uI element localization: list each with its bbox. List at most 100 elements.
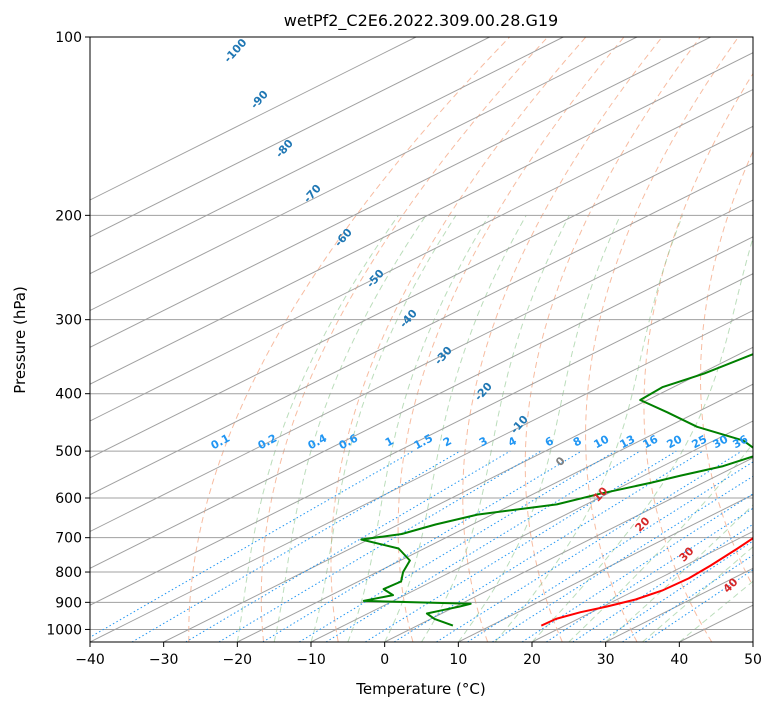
mixing-ratio-label: 2: [441, 434, 454, 449]
dry-adiabat-line: [462, 37, 663, 642]
x-tick-label: −40: [75, 652, 105, 668]
isotherm-line: [90, 37, 417, 201]
x-axis-title: Temperature (°C): [355, 680, 485, 698]
mixing-ratio-line: [393, 450, 704, 642]
mixing-ratio-line: [436, 450, 743, 642]
mixing-ratio-label: 36: [731, 432, 751, 451]
mixing-ratio-line: [298, 450, 616, 642]
background-lines: [90, 37, 775, 642]
x-tick-label: −20: [223, 652, 253, 668]
mixing-ratio-label: 13: [618, 433, 638, 452]
dry-adiabat-line: [188, 37, 510, 642]
moist-adiabat-line: [678, 580, 753, 642]
isotherm-line: [384, 457, 753, 642]
dry-adiabat-line: [643, 72, 753, 642]
isotherm-label: -100: [221, 36, 249, 65]
y-tick-label: 300: [55, 313, 82, 329]
mixing-ratio-label: 8: [571, 434, 584, 449]
mixing-ratio-line: [521, 493, 753, 642]
moist-adiabat-line: [642, 546, 753, 642]
moist-adiabat-line: [457, 215, 621, 642]
mixing-ratio-line: [90, 450, 414, 638]
x-tick-label: 50: [744, 652, 762, 668]
isotherm-label: -60: [332, 226, 355, 250]
x-tick-label: −10: [296, 652, 326, 668]
isotherm-line: [310, 420, 753, 642]
dry-adiabat-line: [699, 150, 753, 588]
x-tick-label: 40: [670, 652, 688, 668]
x-tick-label: −30: [149, 652, 179, 668]
isotherm-line: [90, 52, 753, 385]
mixing-ratio-line: [467, 461, 753, 642]
dry-adiabat-line: [397, 37, 625, 642]
mixing-ratio-label: 30: [711, 432, 731, 451]
isotherm-line: [90, 236, 753, 569]
chart-title: wetPf2_C2E6.2022.309.00.28.G19: [284, 11, 558, 31]
y-tick-label: 200: [55, 208, 82, 224]
isotherm-line: [752, 641, 753, 642]
mixing-ratio-line: [365, 450, 677, 642]
mixing-ratio-lines: [90, 450, 753, 642]
isotherm-label: -90: [248, 88, 271, 112]
isotherm-label: -40: [397, 307, 420, 331]
isotherm-line: [237, 383, 753, 642]
moist-adiabat-line: [384, 215, 527, 642]
mixing-ratio-line: [185, 450, 511, 642]
y-tick-label: 400: [55, 387, 82, 403]
isotherm-line: [90, 309, 753, 642]
x-tick-label: 10: [449, 652, 467, 668]
mixing-ratio-line: [325, 450, 641, 642]
isotherm-line: [90, 199, 753, 533]
dry-adiabat-line: [524, 37, 701, 642]
mixing-ratio-label: 0.2: [256, 432, 279, 453]
isotherm-line: [90, 125, 753, 459]
isotherm-line: [90, 37, 490, 238]
dewpoint-line: [360, 353, 753, 627]
temperature-line: [540, 537, 753, 627]
y-tick-label: 900: [55, 595, 82, 611]
isotherm-line: [90, 273, 753, 606]
isotherm-line: [90, 37, 564, 275]
dry-adiabat-line: [755, 37, 775, 642]
dry-adiabat-line: [260, 37, 549, 642]
y-tick-label: 800: [55, 565, 82, 581]
moist-adiabat-line: [494, 215, 684, 642]
mixing-ratio-line: [218, 450, 542, 642]
moist-adiabat-line: [605, 504, 753, 642]
y-axis-title: Pressure (hPa): [11, 286, 29, 394]
mixing-ratio-line: [492, 475, 753, 642]
mixing-ratio-label: 0.4: [306, 431, 330, 452]
isotherm-line: [90, 162, 753, 496]
moist-adiabat-line: [531, 236, 753, 642]
height-label: 20: [633, 514, 653, 534]
x-tick-label: 20: [523, 652, 541, 668]
y-tick-label: 500: [55, 444, 82, 460]
x-tick-label: 0: [380, 652, 389, 668]
isotherm-line: [90, 88, 753, 422]
mixing-ratio-label: 16: [641, 432, 661, 451]
mixing-ratio-label: 10: [592, 432, 612, 451]
y-tick-label: 1000: [46, 622, 82, 638]
mixing-ratio-line: [131, 450, 461, 642]
moist-adiabat-line: [421, 215, 570, 642]
isotherm-label: -80: [273, 137, 296, 161]
isotherm-label: -70: [301, 182, 324, 206]
isotherm-line: [90, 37, 711, 348]
dry-adiabat-line: [585, 37, 739, 642]
moist-adiabat-line: [236, 215, 399, 642]
plot-frame: [89, 36, 754, 643]
y-tick-label: 600: [55, 491, 82, 507]
moist-adiabat-line: [568, 442, 753, 642]
x-tick-label: 30: [597, 652, 615, 668]
height-label: 40: [721, 575, 741, 595]
isotherm-line: [531, 530, 753, 642]
isotherm-label: -20: [472, 380, 495, 404]
isotherm-line: [90, 37, 638, 312]
moist-adiabat-line: [273, 215, 427, 642]
mixing-ratio-line: [622, 554, 753, 642]
mixing-ratio-line: [262, 450, 582, 642]
y-tick-label: 100: [55, 30, 82, 46]
series-layer: [360, 353, 753, 627]
axis-ticks: −40 −30 −20 −10 0 10 20 30 40 50 100 200 300 400 500 60…: [46, 30, 762, 668]
